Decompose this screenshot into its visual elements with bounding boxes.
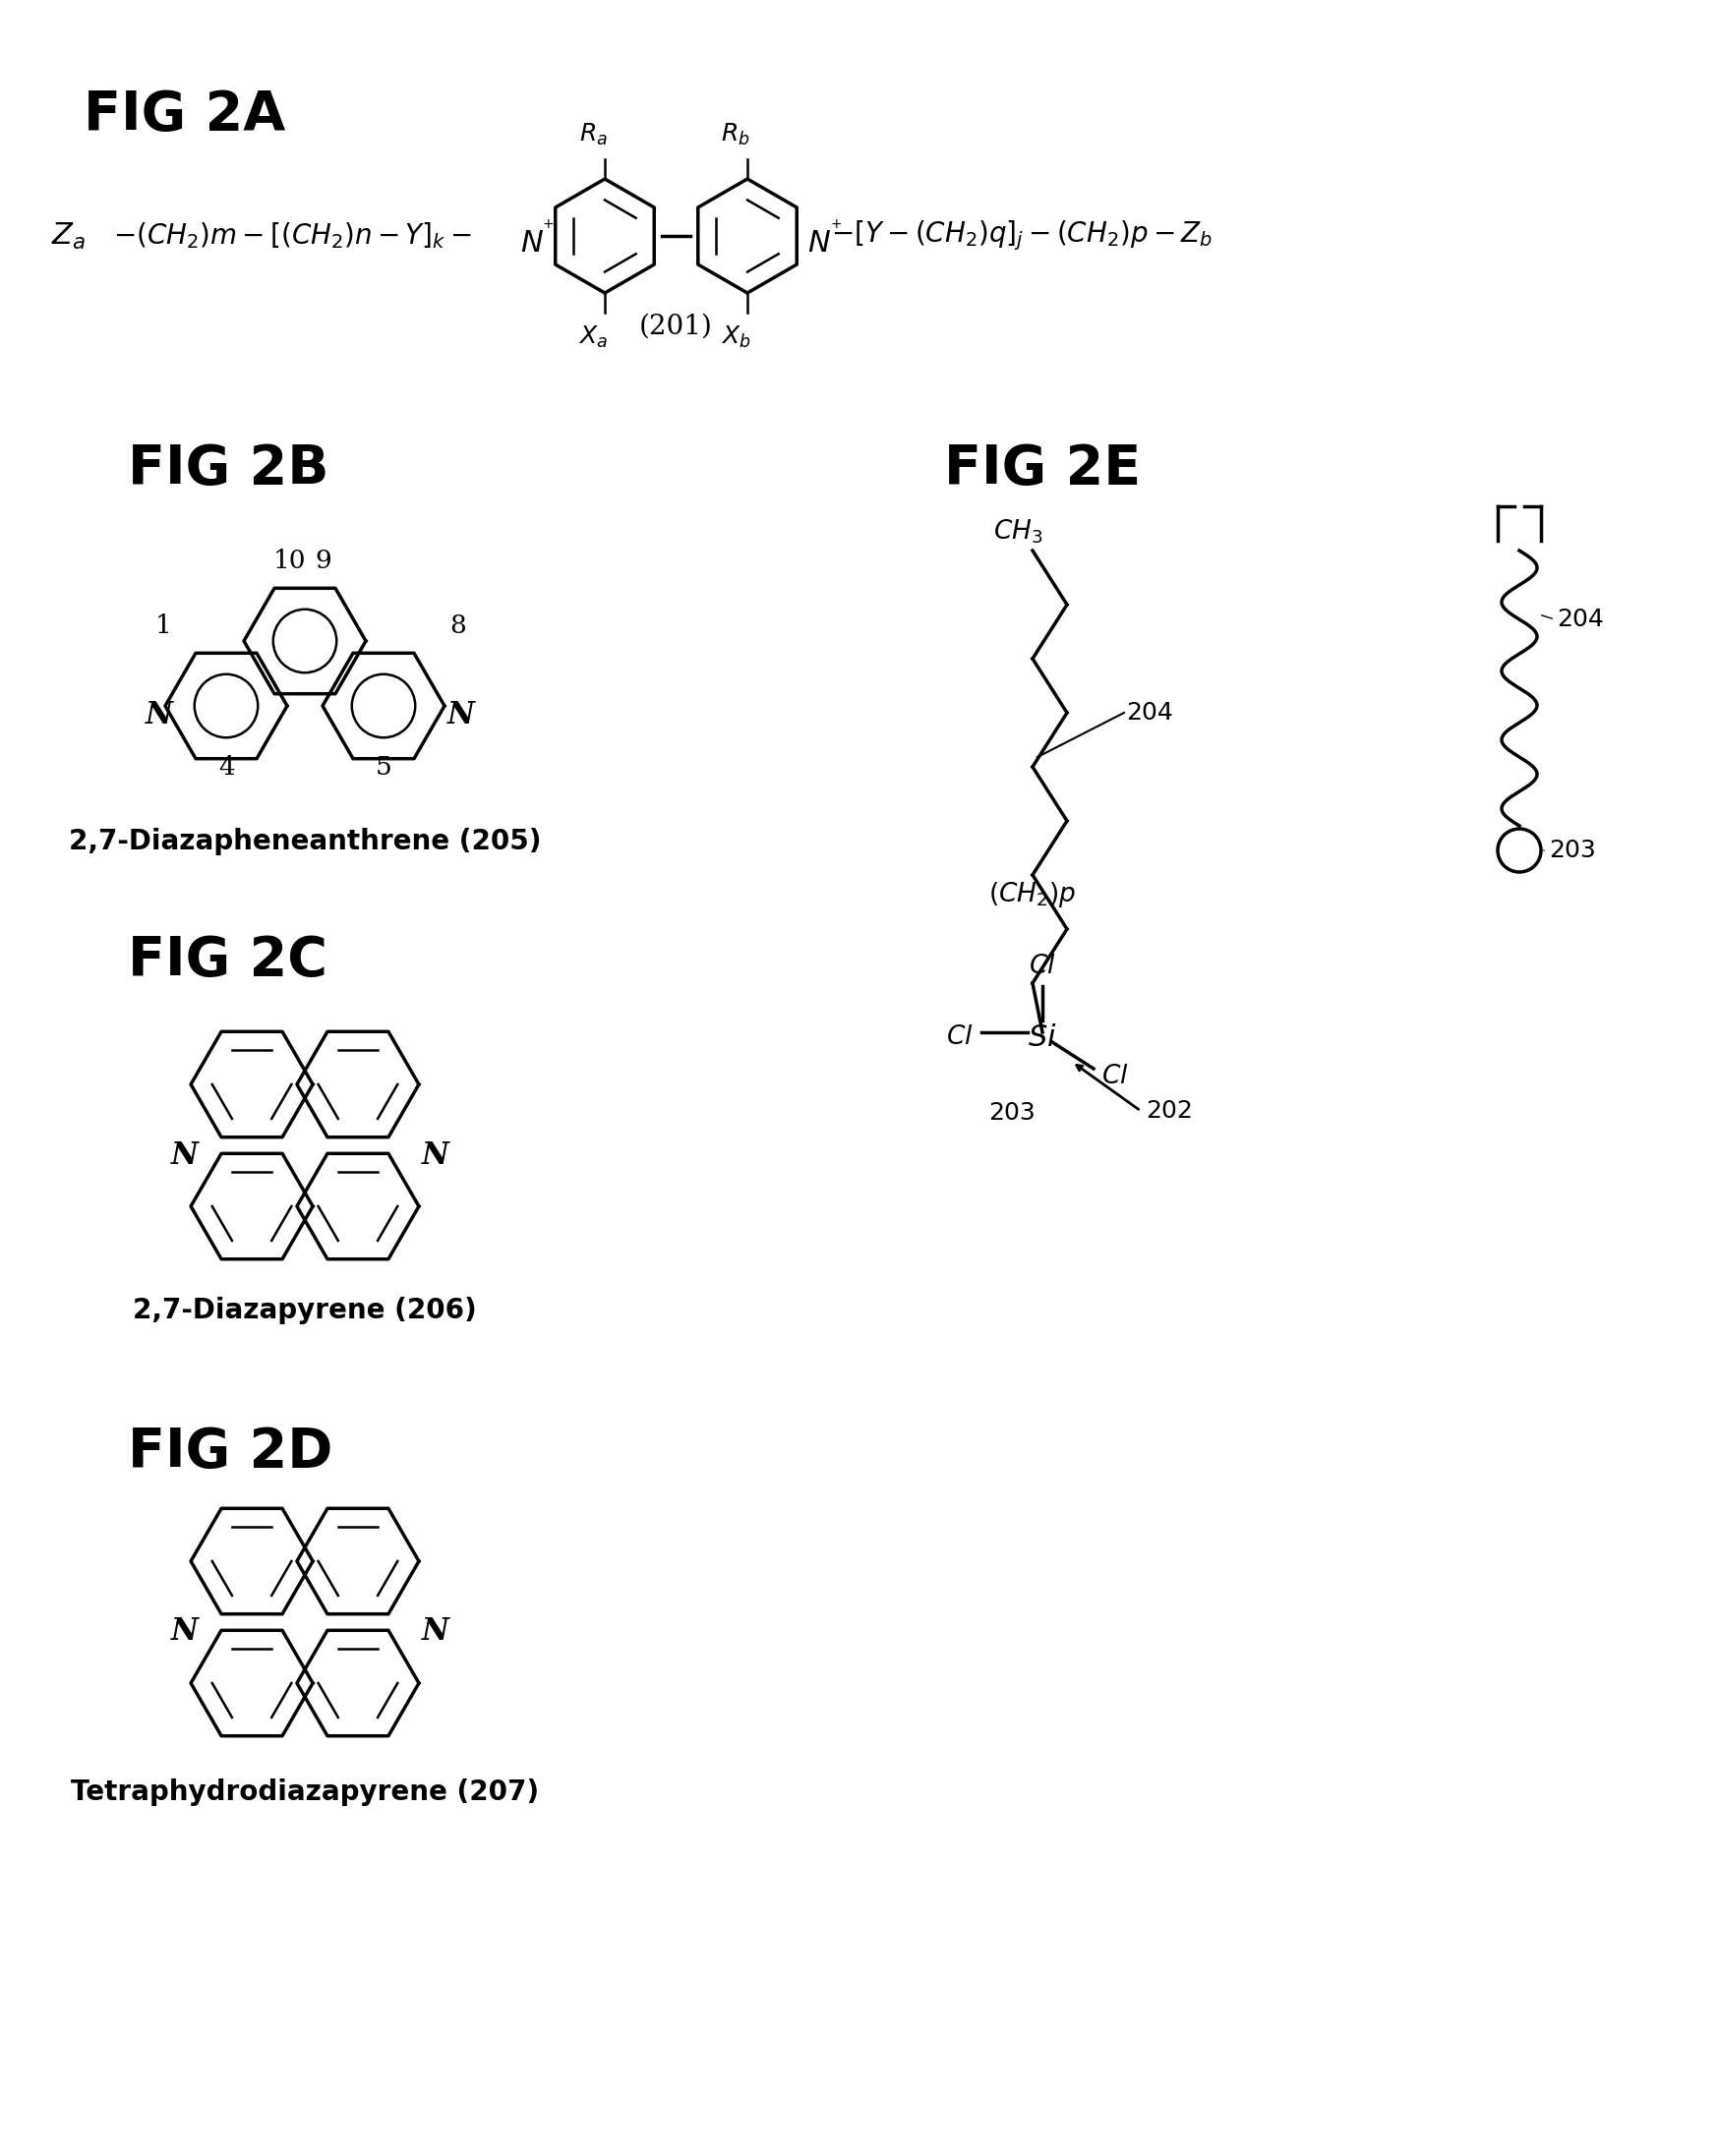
Text: 4: 4 [218, 755, 235, 780]
Text: $^+$: $^+$ [539, 220, 555, 237]
Text: N: N [447, 701, 474, 731]
Text: 9: 9 [314, 548, 332, 573]
Text: FIG 2A: FIG 2A [84, 88, 285, 142]
Text: FIG 2E: FIG 2E [945, 442, 1141, 496]
Text: 204: 204 [1125, 701, 1173, 724]
Text: FIG 2C: FIG 2C [127, 934, 328, 987]
Text: (201): (201) [639, 313, 713, 341]
Text: 2,7-Diazapyrene (206): 2,7-Diazapyrene (206) [132, 1296, 478, 1324]
Text: $(CH_2)p$: $(CH_2)p$ [988, 880, 1075, 910]
Text: $N$: $N$ [807, 229, 832, 259]
Text: 2,7-Diazapheneanthrene (205): 2,7-Diazapheneanthrene (205) [69, 828, 541, 856]
Text: N: N [172, 1617, 199, 1647]
Text: Tetraphydrodiazapyrene (207): Tetraphydrodiazapyrene (207) [70, 1779, 539, 1807]
Text: 202: 202 [1146, 1100, 1192, 1123]
Text: $N$: $N$ [521, 229, 545, 259]
Text: N: N [146, 701, 174, 731]
Text: 203: 203 [988, 1102, 1036, 1125]
Text: N: N [423, 1141, 448, 1171]
Text: $Z_a$: $Z_a$ [52, 220, 86, 252]
Text: $R_b$: $R_b$ [722, 121, 751, 147]
Text: $CH_3$: $CH_3$ [993, 517, 1043, 545]
Text: N: N [423, 1617, 448, 1647]
Text: $X_a$: $X_a$ [579, 323, 608, 349]
Text: $Si$: $Si$ [1027, 1022, 1057, 1052]
Text: $Cl$: $Cl$ [1029, 953, 1057, 979]
Text: $-[Y-(CH_2)q]_j-(CH_2)p-Z_b$: $-[Y-(CH_2)q]_j-(CH_2)p-Z_b$ [832, 220, 1213, 252]
Text: N: N [172, 1141, 199, 1171]
Text: 5: 5 [376, 755, 392, 780]
Text: 203: 203 [1550, 839, 1596, 862]
Text: $Cl$: $Cl$ [947, 1024, 974, 1050]
Text: $^+$: $^+$ [828, 220, 842, 237]
Text: $R_a$: $R_a$ [579, 121, 606, 147]
Text: 204: 204 [1557, 608, 1605, 632]
Text: $-(CH_2)m-[(CH_2)n-Y]_k-$: $-(CH_2)m-[(CH_2)n-Y]_k-$ [113, 220, 472, 250]
Text: FIG 2D: FIG 2D [127, 1425, 333, 1479]
Text: 10: 10 [273, 548, 306, 573]
Text: $X_b$: $X_b$ [720, 323, 751, 349]
Text: 8: 8 [450, 614, 466, 638]
Text: FIG 2B: FIG 2B [127, 442, 328, 496]
Text: $Cl$: $Cl$ [1101, 1065, 1129, 1089]
Text: 1: 1 [155, 614, 172, 638]
